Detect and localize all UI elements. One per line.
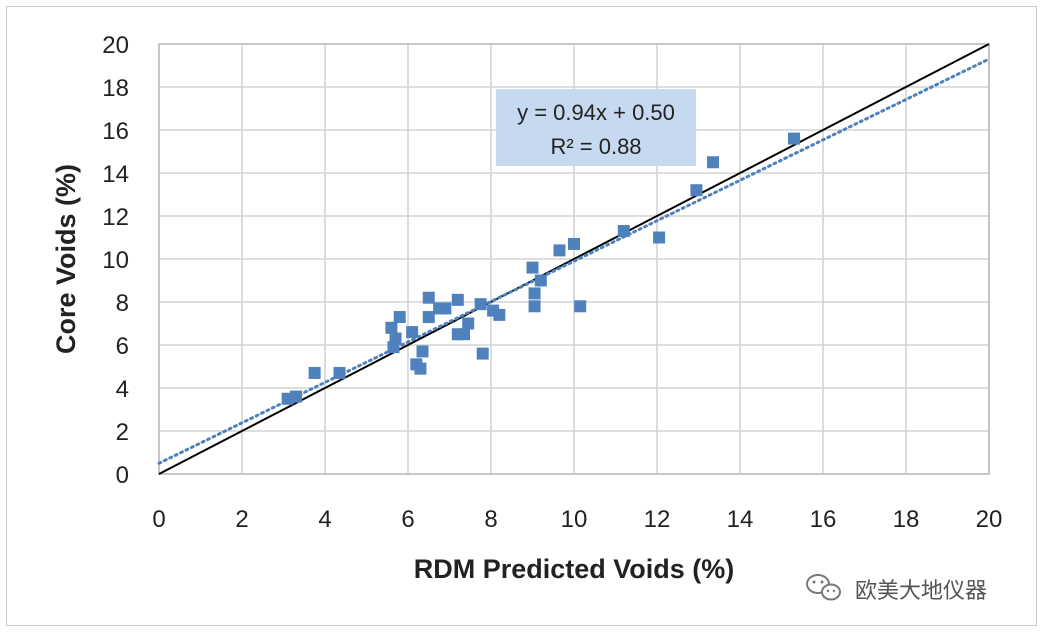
data-point — [462, 317, 475, 330]
x-tick-labels: 0 2 4 6 8 10 12 14 16 18 20 — [152, 506, 1002, 533]
data-point — [528, 287, 541, 300]
data-point — [574, 300, 587, 313]
data-point — [416, 345, 429, 358]
data-point — [787, 132, 800, 145]
y-tick-labels: 0 2 4 6 8 10 12 14 16 18 20 — [102, 32, 129, 489]
data-point — [451, 293, 464, 306]
data-point — [474, 298, 487, 311]
data-point — [553, 244, 566, 257]
equation-line: y = 0.94x + 0.50 — [517, 100, 675, 125]
x-tick-label: 2 — [235, 506, 248, 533]
x-tick-label: 6 — [401, 506, 414, 533]
y-tick-label: 20 — [102, 32, 129, 59]
plot-border — [158, 43, 990, 475]
trendline — [157, 57, 991, 465]
y-tick-label: 18 — [102, 75, 129, 102]
y-tick-label: 16 — [102, 118, 129, 145]
data-point — [653, 231, 666, 244]
y-tick-label: 8 — [116, 290, 129, 317]
data-point — [707, 156, 720, 169]
equation-annotation: y = 0.94x + 0.50 R² = 0.88 — [496, 89, 696, 166]
y-axis-title: Core Voids (%) — [51, 164, 81, 354]
y-tick-label: 4 — [116, 376, 129, 403]
y-tick-label: 2 — [116, 419, 129, 446]
r-squared-line: R² = 0.88 — [550, 134, 641, 159]
x-tick-label: 18 — [893, 506, 920, 533]
x-tick-label: 4 — [318, 506, 331, 533]
y-tick-label: 0 — [116, 462, 129, 489]
equation-box — [496, 89, 696, 166]
y-tick-label: 6 — [116, 333, 129, 360]
watermark-text: 欧美大地仪器 — [855, 579, 987, 604]
x-tick-label: 10 — [561, 506, 588, 533]
y-tick-label: 12 — [102, 204, 129, 231]
x-tick-label: 14 — [727, 506, 754, 533]
data-point — [422, 291, 435, 304]
x-tick-label: 16 — [810, 506, 837, 533]
data-point — [568, 237, 580, 250]
x-axis-title: RDM Predicted Voids (%) — [414, 554, 735, 584]
data-point — [393, 311, 406, 324]
data-point — [526, 261, 539, 274]
x-tick-label: 0 — [152, 506, 165, 533]
x-tick-label: 12 — [644, 506, 671, 533]
data-point — [690, 184, 703, 197]
data-point — [308, 366, 321, 379]
data-points — [281, 132, 800, 405]
x-tick-label: 8 — [484, 506, 497, 533]
data-point — [385, 321, 398, 334]
data-point — [493, 308, 506, 321]
data-point — [439, 302, 452, 315]
data-point — [422, 311, 435, 324]
data-point — [333, 366, 346, 379]
data-point — [414, 362, 427, 375]
data-point — [476, 347, 489, 360]
y-tick-label: 14 — [102, 161, 129, 188]
watermark: 欧美大地仪器 — [806, 574, 987, 604]
y-tick-label: 10 — [102, 247, 129, 274]
data-point — [617, 225, 630, 238]
data-point — [534, 274, 547, 287]
x-tick-label: 20 — [976, 506, 1003, 533]
data-point — [528, 300, 541, 313]
data-point — [406, 326, 419, 339]
wechat-icon — [806, 574, 841, 601]
data-point — [458, 328, 471, 341]
data-point — [289, 390, 302, 403]
data-point — [389, 332, 402, 345]
